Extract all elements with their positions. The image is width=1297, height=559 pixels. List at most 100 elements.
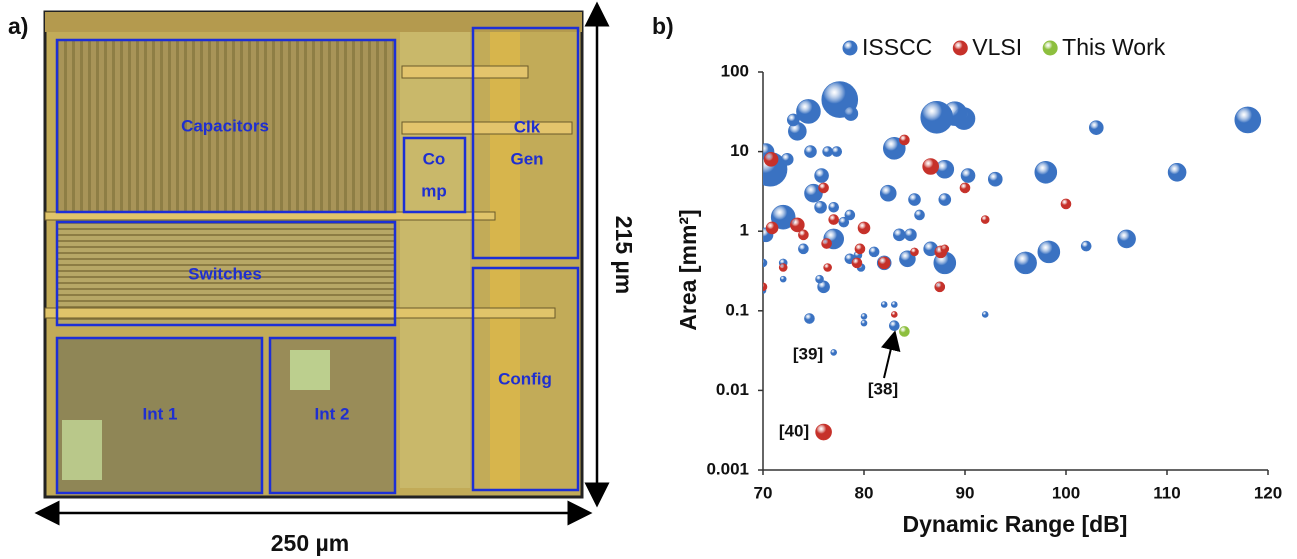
bubble <box>832 147 842 157</box>
bubble <box>798 244 808 254</box>
x-tick-label: 100 <box>1052 483 1080 502</box>
bubble <box>911 248 919 256</box>
legend-marker <box>843 41 857 55</box>
legend-marker <box>953 41 967 55</box>
bubble <box>779 263 787 271</box>
x-tick-label: 80 <box>855 483 874 502</box>
bubble <box>766 222 778 234</box>
bubble <box>988 172 1002 186</box>
bubble <box>939 194 951 206</box>
block-label: Config <box>498 369 552 388</box>
bubble <box>915 210 925 220</box>
bubble <box>1015 252 1037 274</box>
legend-label: VLSI <box>972 34 1022 60</box>
bubble <box>899 326 909 336</box>
bubble <box>881 301 887 307</box>
bubble <box>804 146 816 158</box>
bubble <box>855 244 865 254</box>
legend-marker <box>1043 41 1057 55</box>
legend-label: ISSCC <box>862 34 932 60</box>
x-axis-title: Dynamic Range [dB] <box>903 511 1128 537</box>
bubble <box>936 160 954 178</box>
block-label: mp <box>421 181 447 200</box>
annotation: [40] <box>779 421 809 440</box>
y-tick-label: 0.001 <box>706 459 749 478</box>
block-label: Int 1 <box>143 404 178 423</box>
bubble <box>829 202 839 212</box>
figure: a) b) 250 µm 215 µm Capacitors Co mp Clk Gen… <box>0 0 1297 559</box>
annotation: [38] <box>868 379 898 398</box>
bubble <box>816 424 832 440</box>
bubble <box>961 169 975 183</box>
bubble <box>759 283 767 291</box>
bubble <box>780 276 786 282</box>
bubble <box>858 222 870 234</box>
bubble <box>941 245 949 253</box>
panel-label: b) <box>652 13 674 39</box>
bubble <box>831 349 837 355</box>
height-label: 215 µm <box>611 216 637 294</box>
legend-label: This Work <box>1062 34 1166 60</box>
bubble <box>823 147 833 157</box>
bubble <box>1038 241 1060 263</box>
annotation-arrow <box>884 340 893 378</box>
panel-label: a) <box>8 13 28 39</box>
block-label: Switches <box>188 264 262 283</box>
bubble <box>921 101 953 133</box>
bubble <box>781 153 793 165</box>
bubble <box>819 183 829 193</box>
bubble <box>982 311 988 317</box>
bubble <box>798 230 808 240</box>
bubble <box>891 301 897 307</box>
bubble <box>893 229 905 241</box>
bubble <box>824 263 832 271</box>
bubble <box>935 282 945 292</box>
y-tick-label: 0.1 <box>725 300 749 319</box>
bubble <box>1118 230 1136 248</box>
bubble <box>1235 107 1261 133</box>
bubble <box>869 247 879 257</box>
bubble <box>796 99 820 123</box>
die-photo: 250 µm 215 µm <box>45 12 637 556</box>
plot-area <box>753 82 1261 440</box>
bubble <box>923 158 939 174</box>
block-label: Capacitors <box>181 116 269 135</box>
bubble <box>878 257 890 269</box>
bubble <box>764 152 778 166</box>
width-label: 250 µm <box>271 530 349 556</box>
y-axis-title: Area [mm²] <box>675 209 701 330</box>
bubble <box>815 201 827 213</box>
bubble <box>909 194 921 206</box>
y-tick-label: 100 <box>721 61 749 80</box>
block-label: Int 2 <box>315 404 350 423</box>
bubble <box>1089 121 1103 135</box>
bubble <box>1081 241 1091 251</box>
x-tick-label: 90 <box>956 483 975 502</box>
y-tick-label: 10 <box>730 141 749 160</box>
bubble <box>759 259 767 267</box>
x-tick-label: 70 <box>754 483 773 502</box>
bubble <box>829 215 839 225</box>
bubble <box>845 210 855 220</box>
block-label: Co <box>423 149 446 168</box>
x-tick-label: 120 <box>1254 483 1282 502</box>
bubble <box>861 320 867 326</box>
annotation: [39] <box>793 344 823 363</box>
y-tick-label: 0.01 <box>716 380 749 399</box>
bubble <box>787 114 799 126</box>
bubble <box>822 239 832 249</box>
bubble <box>904 229 916 241</box>
block-label: Clk <box>514 117 541 136</box>
bubble <box>899 135 909 145</box>
bubble <box>889 321 899 331</box>
bubble <box>844 107 858 121</box>
bubble <box>880 185 896 201</box>
bubble <box>1061 199 1071 209</box>
bubble <box>1035 161 1057 183</box>
x-tick-label: 110 <box>1153 483 1180 502</box>
bubble <box>861 313 867 319</box>
bubble <box>804 314 814 324</box>
bubble <box>960 183 970 193</box>
y-tick-label: 1 <box>740 221 749 240</box>
block-label: Gen <box>510 149 543 168</box>
